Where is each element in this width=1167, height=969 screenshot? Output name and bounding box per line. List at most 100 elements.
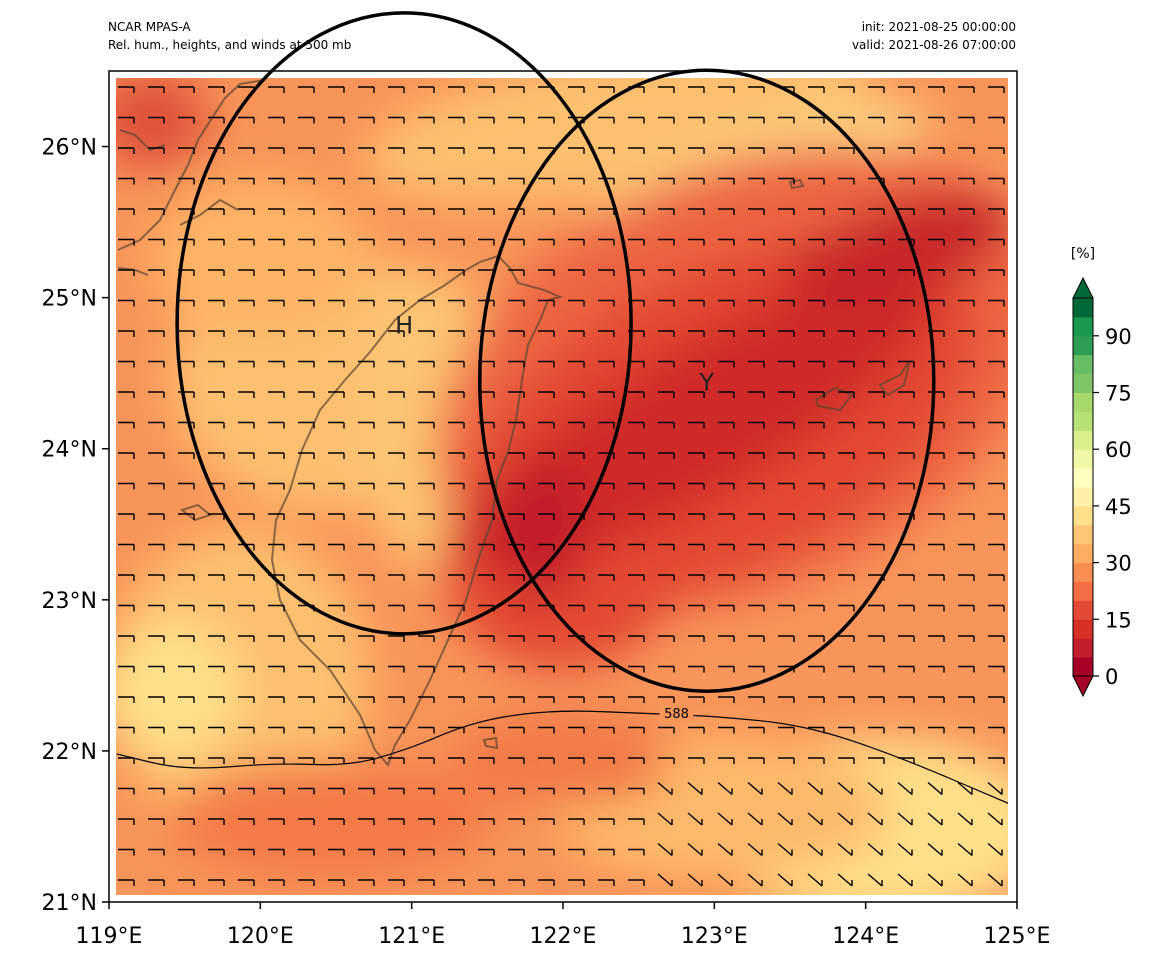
- wind-barb: [538, 238, 555, 246]
- wind-barb: [508, 147, 525, 154]
- wind-barb: [448, 696, 465, 703]
- wind-barb: [958, 147, 975, 154]
- wind-barb: [388, 238, 405, 246]
- lat-tick-label: 26°N: [42, 136, 97, 161]
- wind-barb: [178, 604, 195, 612]
- wind-barb: [388, 482, 405, 490]
- wind-barb: [238, 208, 255, 215]
- wind-barb: [328, 879, 345, 886]
- wind-barb: [328, 177, 345, 185]
- taiwan-coastline: [270, 254, 564, 767]
- wind-barb: [238, 696, 255, 703]
- wind-barb: [838, 452, 855, 459]
- wind-barb: [508, 848, 525, 856]
- wind-barb: [358, 818, 375, 825]
- lon-tick-label: 124°E: [832, 924, 899, 949]
- wind-barb: [298, 208, 315, 215]
- wind-barb: [268, 269, 285, 276]
- wind-barb: [358, 177, 375, 185]
- wind-barb: [298, 482, 315, 490]
- wind-barb: [778, 421, 795, 429]
- lat-tick-label: 22°N: [42, 740, 97, 765]
- wind-barb: [148, 391, 165, 398]
- wind-barb: [868, 391, 885, 398]
- wind-barb: [718, 177, 735, 185]
- wind-barb: [598, 482, 615, 490]
- wind-barb: [118, 330, 135, 337]
- wind-barb: [898, 391, 915, 398]
- wind-barb: [808, 665, 825, 673]
- wind-barb: [778, 696, 795, 703]
- colorbar-segment: [1073, 316, 1093, 337]
- wind-barb: [958, 238, 975, 246]
- valid-time: valid: 2021-08-26 07:00:00: [851, 38, 1016, 52]
- wind-barb: [688, 360, 705, 368]
- wind-barb: [298, 513, 315, 520]
- wind-barb: [838, 269, 855, 276]
- wind-barb: [568, 787, 585, 795]
- wind-barb: [388, 726, 405, 734]
- wind-barb: [748, 757, 765, 764]
- wind-barb: [718, 208, 735, 215]
- wind-barb: [538, 818, 555, 825]
- wind-barb: [328, 360, 345, 368]
- wind-barb: [598, 696, 615, 703]
- wind-barb: [358, 238, 375, 246]
- wind-barb: [328, 116, 345, 124]
- wind-barb: [118, 574, 135, 581]
- wind-barb: [268, 208, 285, 215]
- wind-barb: [928, 299, 945, 307]
- wind-barb: [808, 86, 825, 93]
- wind-barb: [208, 604, 225, 612]
- wind-barb: [688, 391, 705, 398]
- wind-barb: [268, 177, 285, 185]
- colorbar-segment: [1073, 298, 1093, 318]
- wind-barb: [928, 208, 945, 215]
- colorbar-tick-label: 30: [1105, 552, 1132, 576]
- wind-barb: [898, 421, 915, 429]
- wind-barb: [628, 879, 645, 886]
- wind-barb: [658, 147, 675, 154]
- wind-barb: [268, 147, 285, 154]
- wind-barb: [478, 574, 495, 581]
- wind-barb: [958, 452, 975, 459]
- wind-barb: [808, 513, 825, 520]
- wind-barb: [748, 421, 765, 429]
- wind-barb: [418, 696, 435, 703]
- wind-barb: [568, 665, 585, 673]
- wind-barb: [868, 269, 885, 276]
- wind-barb: [268, 757, 285, 764]
- wind-barb: [598, 421, 615, 429]
- wind-barb: [688, 238, 705, 246]
- wind-barb: [298, 543, 315, 551]
- wind-barb: [748, 116, 765, 124]
- wind-barb: [178, 86, 195, 93]
- wind-barb: [837, 842, 853, 857]
- wind-barb: [898, 665, 915, 673]
- wind-barb: [868, 635, 885, 642]
- wind-barb: [838, 696, 855, 703]
- wind-barb: [448, 421, 465, 429]
- wind-barb: [928, 116, 945, 124]
- wind-barb: [568, 604, 585, 612]
- wind-barb: [688, 757, 705, 764]
- wind-barb: [298, 757, 315, 764]
- wind-barb: [927, 873, 943, 887]
- colorbar-segment: [1073, 562, 1093, 582]
- wind-barb: [838, 574, 855, 581]
- wind-barbs: [118, 86, 1005, 887]
- wind-barb: [748, 452, 765, 459]
- wind-barb: [958, 330, 975, 337]
- humidity-field: [116, 78, 1008, 895]
- wind-barb: [388, 543, 405, 551]
- wind-barb: [268, 543, 285, 551]
- wind-barb: [838, 726, 855, 734]
- wind-barb: [118, 726, 135, 734]
- wind-barb: [868, 726, 885, 734]
- wind-barb: [867, 873, 883, 887]
- wind-barb: [388, 269, 405, 276]
- wind-barb: [418, 757, 435, 764]
- wind-barb: [928, 574, 945, 581]
- wind-barb: [538, 665, 555, 673]
- wind-barb: [958, 421, 975, 429]
